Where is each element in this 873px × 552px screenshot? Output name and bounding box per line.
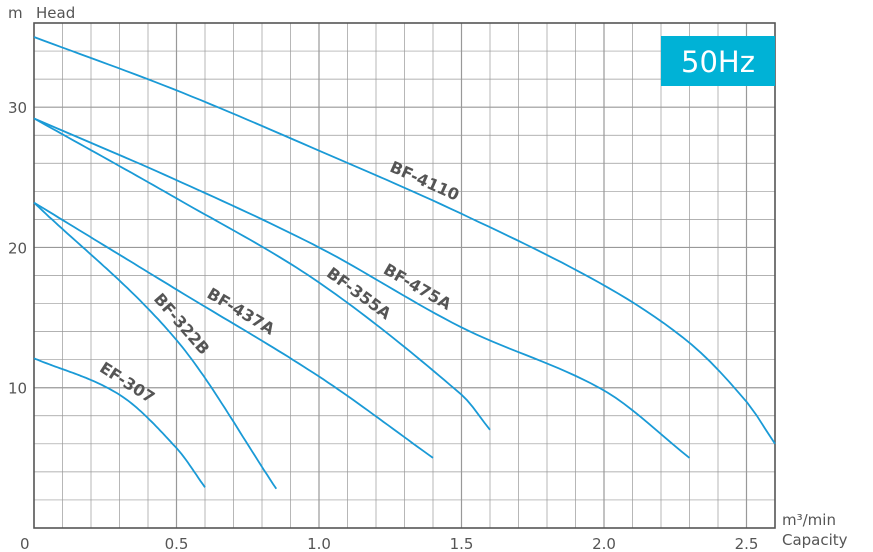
curve-bf-355a [33, 117, 491, 431]
x-tick-label: 1.5 [450, 535, 474, 552]
curve-bf-4110 [33, 36, 776, 445]
x-unit-label: m³/min [782, 511, 836, 529]
x-tick-label: 2.5 [735, 535, 759, 552]
y-tick-label: 20 [8, 239, 27, 257]
x-axis-label: Capacity [782, 531, 848, 549]
frequency-badge-bg [661, 36, 775, 86]
curve-label-bf-437a: BF-437A [204, 284, 279, 339]
curve-bf-322b [33, 201, 278, 490]
x-tick-label: 0.5 [165, 535, 189, 552]
y-unit-label: m [8, 4, 23, 22]
chart-grid [34, 23, 775, 528]
y-axis-label: Head [36, 4, 75, 22]
x-tick-label: 2.0 [592, 535, 616, 552]
x-tick-label: 0 [20, 535, 30, 552]
x-tick-labels: 0 0.5 1.0 1.5 2.0 2.5 [20, 535, 758, 552]
frequency-badge: 50Hz [661, 36, 775, 86]
curve-layer [33, 36, 776, 490]
y-tick-labels: 10 20 30 [8, 99, 27, 398]
curve-label-layer: BF-4110BF-475ABF-355ABF-437ABF-322BEF-30… [96, 157, 462, 407]
x-tick-label: 1.0 [307, 535, 331, 552]
frequency-badge-text: 50Hz [681, 45, 755, 79]
curve-ef-307 [33, 357, 206, 488]
curve-bf-475a [33, 117, 691, 459]
curve-bf-437a [33, 201, 434, 459]
plot-border [33, 22, 776, 529]
y-tick-label: 30 [8, 99, 27, 117]
y-tick-label: 10 [8, 380, 27, 398]
